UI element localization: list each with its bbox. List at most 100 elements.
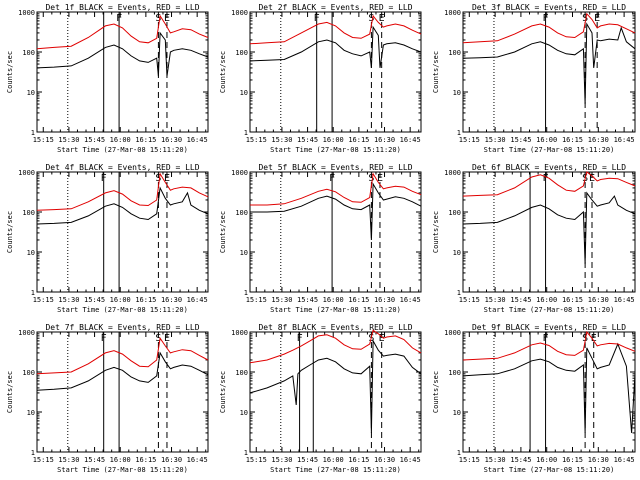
- series-line-events: [36, 31, 209, 77]
- x-tick-label: 15:30: [58, 296, 79, 304]
- x-tick-label: 15:30: [58, 136, 79, 144]
- panel-title: Det 8f BLACK = Events, RED = LLD: [258, 323, 412, 332]
- series-line-lld: [36, 336, 209, 375]
- x-tick-label: 16:45: [187, 136, 208, 144]
- series-line-events: [462, 342, 636, 433]
- marker-label-F: F: [297, 333, 303, 344]
- y-tick-label: 1: [31, 449, 35, 457]
- y-tick-label: 10: [240, 89, 248, 97]
- x-tick-label: 16:15: [562, 456, 583, 464]
- panel-7: Det 7f BLACK = Events, RED = LLD 1 10 100 10…: [6, 323, 209, 474]
- x-tick-label: 15:15: [459, 296, 480, 304]
- x-tick-label: 15:45: [297, 456, 318, 464]
- x-tick-label: 15:15: [33, 296, 54, 304]
- x-tick-label: 15:30: [271, 456, 292, 464]
- x-tick-label: 15:15: [246, 136, 267, 144]
- panel-title: Det 6f BLACK = Events, RED = LLD: [472, 163, 626, 172]
- x-axis-label: Start Time (27-Mar-08 15:11:20): [270, 306, 401, 314]
- panel-title: Det 7f BLACK = Events, RED = LLD: [45, 323, 199, 332]
- x-tick-label: 16:15: [348, 456, 369, 464]
- series-line-events: [462, 191, 636, 265]
- x-tick-label: 16:45: [614, 136, 635, 144]
- x-tick-label: 16:00: [323, 456, 344, 464]
- x-axis-label: Start Time (27-Mar-08 15:11:20): [484, 466, 615, 474]
- series-line-events: [36, 351, 209, 391]
- series-line-events: [249, 339, 422, 433]
- marker-label-F: F: [116, 13, 122, 24]
- x-tick-label: 16:30: [374, 136, 395, 144]
- y-tick-label: 1: [31, 129, 35, 137]
- axes-frame: [36, 331, 209, 453]
- marker-label-F: F: [543, 333, 549, 344]
- y-axis-label: Counts/sec: [219, 51, 227, 93]
- x-axis-label: Start Time (27-Mar-08 15:11:20): [57, 466, 188, 474]
- x-tick-label: 16:15: [562, 296, 583, 304]
- marker-label-F: F: [314, 13, 320, 24]
- x-axis-label: Start Time (27-Mar-08 15:11:20): [270, 146, 401, 154]
- y-tick-label: 100: [22, 49, 35, 57]
- series-line-lld: [249, 14, 422, 45]
- x-tick-label: 16:00: [110, 136, 131, 144]
- panel-title: Det 9f BLACK = Events, RED = LLD: [472, 323, 626, 332]
- x-tick-label: 16:15: [135, 136, 156, 144]
- series-line-lld: [36, 14, 209, 50]
- y-axis-label: Counts/sec: [6, 51, 14, 93]
- marker-label-E: E: [164, 173, 170, 184]
- y-tick-label: 10: [453, 249, 461, 257]
- x-tick-label: 16:00: [110, 456, 131, 464]
- marker-label-E: E: [164, 333, 170, 344]
- x-tick-label: 16:45: [400, 296, 421, 304]
- marker-label-E: E: [591, 333, 597, 344]
- marker-label-E: E: [164, 13, 170, 24]
- marker-label-S: S: [155, 173, 161, 184]
- x-tick-label: 16:15: [562, 136, 583, 144]
- x-axis-label: Start Time (27-Mar-08 15:11:20): [270, 466, 401, 474]
- x-tick-label: 15:15: [459, 456, 480, 464]
- x-tick-label: 16:15: [348, 296, 369, 304]
- series-line-lld: [249, 329, 422, 364]
- marker-label-F: F: [101, 173, 107, 184]
- axes-frame: [462, 331, 636, 453]
- y-tick-label: 1000: [231, 169, 248, 177]
- marker-label-F: F: [543, 13, 549, 24]
- y-tick-label: 1000: [18, 169, 35, 177]
- y-tick-label: 1000: [444, 169, 461, 177]
- y-tick-label: 1: [244, 449, 248, 457]
- x-tick-label: 16:00: [536, 136, 557, 144]
- x-tick-label: 16:45: [187, 296, 208, 304]
- x-tick-label: 15:45: [510, 296, 531, 304]
- x-tick-label: 15:45: [297, 136, 318, 144]
- panel-4: Det 4f BLACK = Events, RED = LLD 1 10 100 10…: [6, 163, 209, 314]
- axes-frame: [36, 11, 209, 133]
- x-tick-label: 16:45: [400, 456, 421, 464]
- axes-frame: [249, 11, 422, 133]
- y-tick-label: 1: [457, 449, 461, 457]
- x-tick-label: 16:15: [135, 456, 156, 464]
- y-tick-label: 1000: [231, 9, 248, 17]
- y-axis-label: Counts/sec: [6, 371, 14, 413]
- y-tick-label: 10: [27, 409, 35, 417]
- x-tick-label: 16:00: [110, 296, 131, 304]
- panel-6: Det 6f BLACK = Events, RED = LLD 1 10 100 10…: [432, 163, 636, 314]
- x-tick-label: 15:45: [84, 456, 105, 464]
- series-line-events: [250, 182, 422, 241]
- marker-label-E: E: [594, 13, 600, 24]
- axes-frame: [462, 171, 636, 293]
- y-tick-label: 100: [235, 369, 248, 377]
- y-tick-label: 100: [22, 209, 35, 217]
- x-tick-label: 15:45: [510, 456, 531, 464]
- x-tick-label: 15:30: [485, 136, 506, 144]
- panel-title: Det 2f BLACK = Events, RED = LLD: [258, 3, 412, 12]
- y-axis-label: Counts/sec: [219, 211, 227, 253]
- panel-8: Det 8f BLACK = Events, RED = LLD 1 10 100 10…: [219, 323, 422, 474]
- x-tick-label: 15:30: [271, 136, 292, 144]
- panel-2: Det 2f BLACK = Events, RED = LLD 1 10 100 10…: [219, 3, 422, 154]
- y-tick-label: 1000: [444, 329, 461, 337]
- marker-label-F: F: [543, 173, 549, 184]
- x-tick-label: 15:30: [485, 296, 506, 304]
- x-tick-label: 15:30: [58, 456, 79, 464]
- axes-frame: [249, 171, 422, 293]
- x-tick-label: 15:45: [84, 296, 105, 304]
- y-tick-label: 1: [457, 289, 461, 297]
- x-tick-label: 16:00: [323, 136, 344, 144]
